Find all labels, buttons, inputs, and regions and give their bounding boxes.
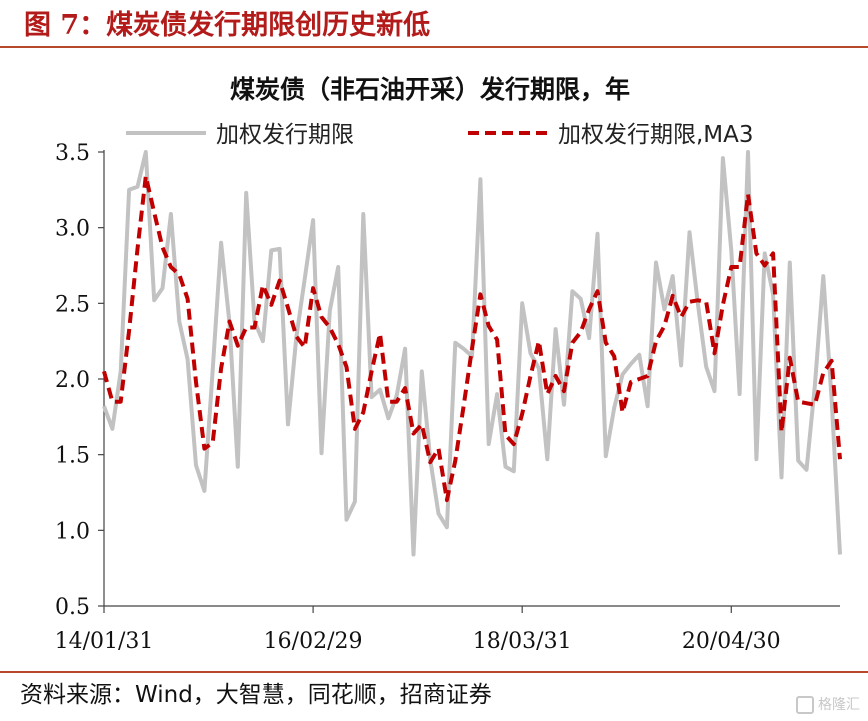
y-axis: 0.5 1.0 1.5 2.0 2.5 3.0 3.5 — [55, 141, 105, 620]
legend-label-raw: 加权发行期限 — [216, 122, 354, 148]
watermark-text: 格隆汇 — [818, 697, 860, 713]
watermark: 格隆汇 — [796, 693, 860, 717]
y-tick-label: 1.5 — [55, 444, 90, 469]
y-tick-label: 2.0 — [55, 368, 90, 393]
legend: 加权发行期限 加权发行期限,MA3 — [126, 122, 754, 148]
x-tick-label: 14/01/31 — [55, 629, 154, 654]
series-line-ma3 — [102, 174, 842, 503]
line-chart: 煤炭债（非石油开采）发行期限，年 加权发行期限 加权发行期限,MA3 0.5 1.… — [55, 75, 842, 654]
title-divider — [0, 46, 868, 48]
x-axis: 14/01/31 16/02/29 18/03/31 20/04/30 — [55, 605, 840, 654]
y-tick-label: 2.5 — [55, 292, 90, 317]
figure-title: 图 7：煤炭债发行期限创历史新低 — [24, 10, 431, 41]
series-group — [102, 150, 842, 557]
source-divider — [0, 671, 868, 673]
x-tick-label: 16/02/29 — [264, 629, 363, 654]
x-tick-label: 20/04/30 — [682, 629, 781, 654]
watermark-logo-icon — [796, 696, 814, 714]
y-tick-label: 3.5 — [55, 141, 90, 166]
y-tick-label: 0.5 — [55, 595, 90, 620]
series-line-raw — [102, 150, 842, 557]
chart-title: 煤炭债（非石油开采）发行期限，年 — [230, 75, 630, 104]
y-tick-label: 1.0 — [55, 519, 90, 544]
y-tick-label: 3.0 — [55, 217, 90, 242]
x-tick-label: 18/03/31 — [473, 629, 572, 654]
legend-label-ma: 加权发行期限,MA3 — [558, 122, 754, 148]
source-note: 资料来源：Wind，大智慧，同花顺，招商证券 — [20, 682, 492, 708]
